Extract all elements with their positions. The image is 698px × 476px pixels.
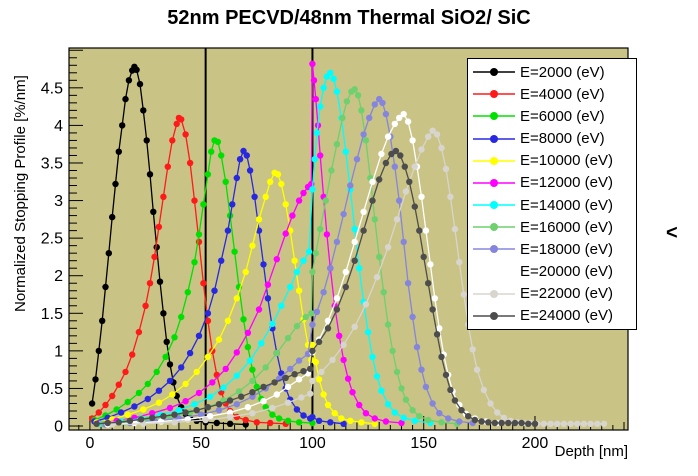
legend-label: E=20000 (eV) [520,262,613,280]
y-tick-label: 4.5 [41,80,63,97]
legend-label: E=12000 (eV) [520,174,613,192]
legend-marker-icon [473,90,515,99]
legend-entry: E=24000 (eV) [472,306,636,326]
tick-labels: 0 50 100 150 200 0 0.5 1 1.5 2 2.5 3 3.5 4 4.5 [41,80,549,452]
legend-marker-icon [473,289,515,298]
series-16000 [100,86,461,427]
legend-marker-icon [473,223,515,232]
legend-marker-icon [473,156,515,165]
legend-marker-icon [473,245,515,254]
y-tick-label: 1.5 [41,306,63,323]
legend-marker-icon [473,112,515,121]
legend-marker-icon [473,134,515,143]
legend-label: E=10000 (eV) [520,152,613,170]
x-tick-label: 150 [410,435,437,452]
y-tick-label: 0 [54,419,63,436]
legend-entry: E=22000 (eV) [472,284,636,304]
side-annotation-symbol: < [666,222,678,244]
legend-entry: E=18000 (eV) [472,239,636,259]
y-tick-label: 3.5 [41,155,63,172]
legend-label: E=16000 (eV) [520,218,613,236]
legend-marker-icon [473,201,515,210]
legend-entry: E=2000 (eV) [472,62,636,82]
x-tick-label: 100 [299,435,326,452]
legend-entry: E=4000 (eV) [472,84,636,104]
x-tick-label: 200 [522,435,549,452]
legend-label: E=2000 (eV) [520,63,605,81]
legend-entry: E=6000 (eV) [472,106,636,126]
y-tick-label: 2 [54,268,63,285]
y-tick-label: 4 [54,118,63,135]
legend-label: E=24000 (eV) [520,307,613,325]
legend-label: E=6000 (eV) [520,107,605,125]
legend-entry: E=20000 (eV) [472,261,636,281]
legend-label: E=14000 (eV) [520,196,613,214]
data-series-group [88,60,608,428]
y-tick-label: 2.5 [41,231,63,248]
legend-marker-icon [473,178,515,187]
y-tick-label: 3 [54,193,63,210]
legend-label: E=8000 (eV) [520,130,605,148]
series-24000 [93,147,539,427]
legend-box: E=2000 (eV) E=4000 (eV) E=6000 (eV) E=8000 … [467,58,637,330]
series-8000 [91,147,347,427]
legend-label: E=22000 (eV) [520,285,613,303]
chart-title: 52nm PECVD/48nm Thermal SiO2/ SiC [167,7,531,29]
legend-marker-icon [473,311,515,320]
series-12000 [95,60,405,427]
x-axis-title: Depth [nm] [554,443,628,460]
legend-entry: E=16000 (eV) [472,217,636,237]
legend-label: E=4000 (eV) [520,85,605,103]
y-tick-label: 0.5 [41,381,63,398]
legend-marker-icon [473,267,515,276]
series-22000 [109,127,608,428]
legend-entry: E=12000 (eV) [472,173,636,193]
x-tick-label: 0 [85,435,94,452]
x-tick-label: 50 [192,435,210,452]
legend-label: E=18000 (eV) [520,240,613,258]
legend-marker-icon [473,68,515,77]
y-axis-title: Normalized Stopping Profile [%/nm] [12,75,29,312]
y-tick-label: 1 [54,343,63,360]
legend-entry: E=8000 (eV) [472,129,636,149]
legend-entry: E=14000 (eV) [472,195,636,215]
legend-entry: E=10000 (eV) [472,151,636,171]
